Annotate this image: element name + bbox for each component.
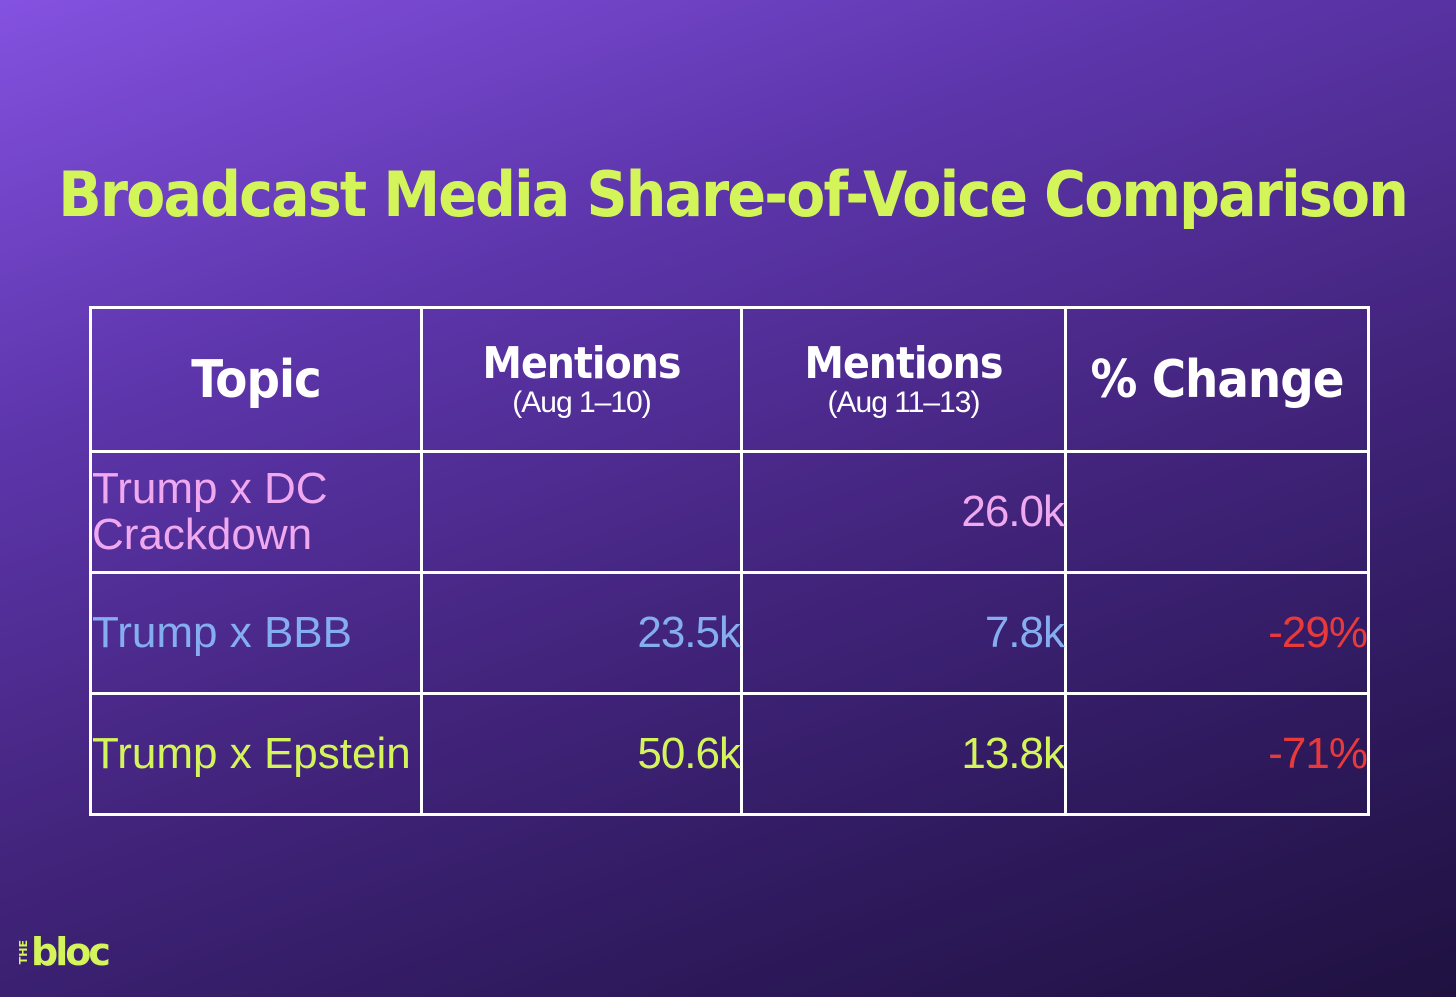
header-topic-label: Topic (191, 349, 321, 410)
table-row: Trump x DC Crackdown 26.0k (89, 450, 1370, 574)
topic-cell: Trump x BBB (89, 571, 423, 695)
header-mentions-date-range: (Aug 11–13) (827, 385, 981, 419)
percent-change-cell: -71% (1064, 692, 1370, 816)
percent-change-cell (1064, 450, 1370, 574)
header-topic: Topic (89, 306, 423, 453)
header-change-label: % Change (1090, 349, 1345, 410)
mentions-aug-11-13-cell: 7.8k (740, 571, 1067, 695)
logo-the-text: THE (17, 939, 30, 965)
percent-change-cell: -29% (1064, 571, 1370, 695)
table-header-row: Topic Mentions (Aug 1–10) Mentions (Aug … (89, 306, 1370, 453)
header-mentions-aug-1-10: Mentions (Aug 1–10) (420, 306, 743, 453)
header-mentions-date-range: (Aug 1–10) (512, 385, 651, 419)
mentions-aug-1-10-cell: 23.5k (420, 571, 743, 695)
mentions-aug-11-13-cell: 13.8k (740, 692, 1067, 816)
header-percent-change: % Change (1064, 306, 1370, 453)
the-bloc-logo: THE bloc (17, 930, 111, 974)
logo-bloc-text: bloc (31, 930, 111, 974)
mentions-aug-11-13-cell: 26.0k (740, 450, 1067, 574)
table-row: Trump x BBB 23.5k 7.8k -29% (89, 571, 1370, 695)
mentions-aug-1-10-cell (420, 450, 743, 574)
mentions-aug-1-10-cell: 50.6k (420, 692, 743, 816)
share-of-voice-table: Topic Mentions (Aug 1–10) Mentions (Aug … (89, 306, 1370, 816)
topic-cell: Trump x DC Crackdown (89, 450, 423, 574)
topic-cell: Trump x Epstein (89, 692, 423, 816)
header-mentions-aug-11-13: Mentions (Aug 11–13) (740, 306, 1067, 453)
header-mentions-label: Mentions (482, 337, 682, 389)
header-mentions-label: Mentions (804, 337, 1004, 389)
table-row: Trump x Epstein 50.6k 13.8k -71% (89, 692, 1370, 816)
page-title: Broadcast Media Share-of-Voice Compariso… (58, 158, 1409, 231)
